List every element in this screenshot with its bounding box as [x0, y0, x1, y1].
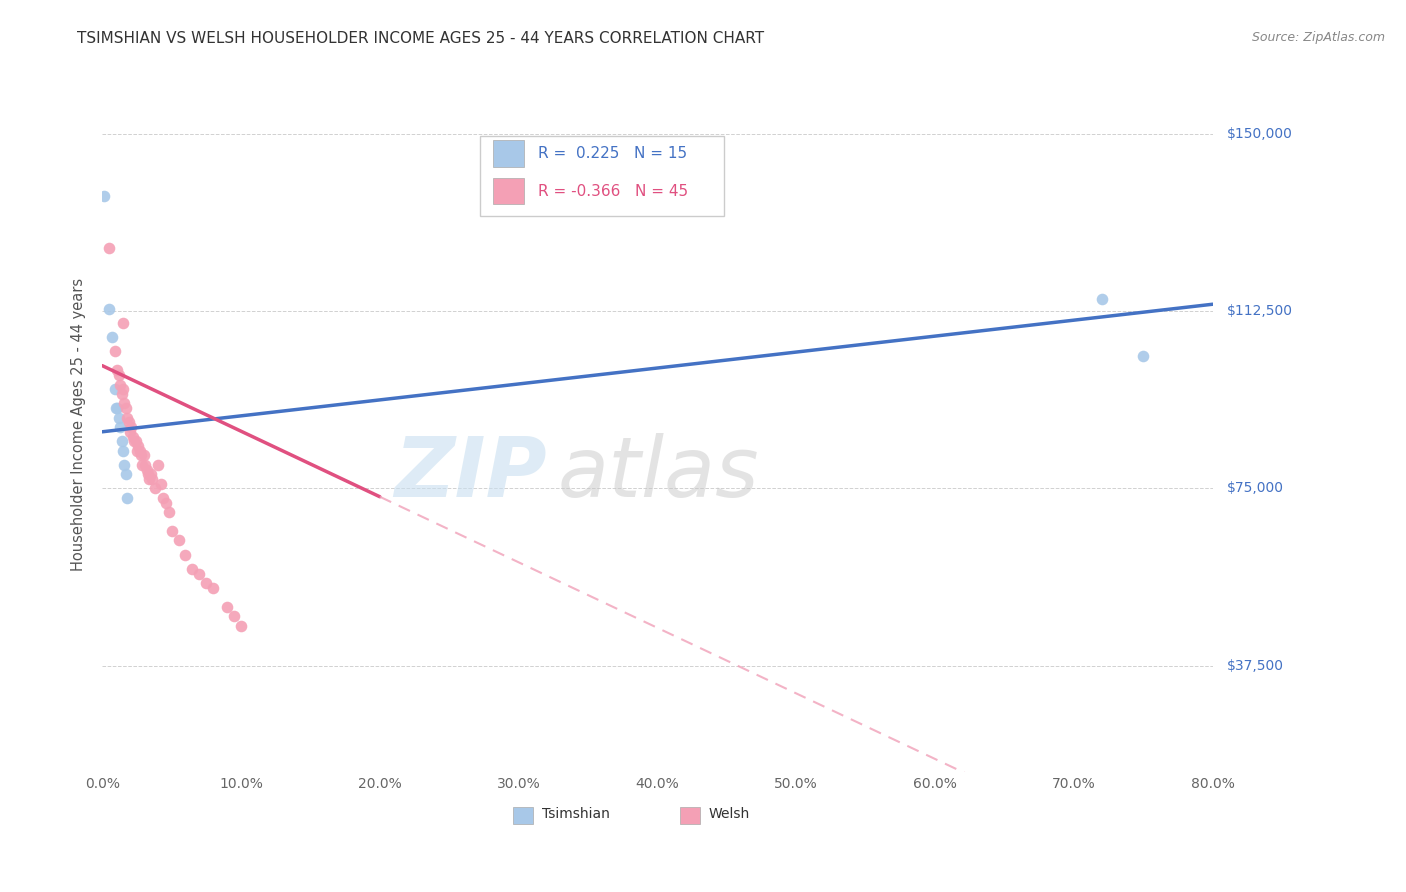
Point [1091, 293, 1114, 307]
Point [146, 458, 169, 472]
Point [139, 467, 162, 482]
Point [143, 482, 166, 496]
Point [112, 316, 135, 330]
Text: Welsh: Welsh [709, 806, 749, 821]
Point [121, 429, 143, 443]
Point [104, 382, 127, 396]
Point [125, 443, 148, 458]
FancyBboxPatch shape [679, 806, 700, 824]
Text: $112,500: $112,500 [1226, 304, 1292, 318]
Point [93, 188, 115, 202]
Point [134, 458, 156, 472]
Point [105, 401, 128, 416]
Point [149, 476, 172, 491]
Point [141, 472, 163, 486]
Point [124, 434, 146, 449]
FancyBboxPatch shape [494, 140, 524, 167]
Point [114, 401, 136, 416]
Text: Source: ZipAtlas.com: Source: ZipAtlas.com [1251, 31, 1385, 45]
Point [108, 368, 131, 383]
Point [107, 401, 129, 416]
Point [167, 533, 190, 548]
Point [112, 396, 135, 410]
Point [132, 449, 155, 463]
Point [135, 462, 157, 476]
FancyBboxPatch shape [513, 806, 533, 824]
Point [110, 420, 132, 434]
Point [202, 581, 225, 595]
Point [131, 458, 153, 472]
Point [229, 618, 252, 632]
Point [111, 387, 134, 401]
Point [155, 496, 177, 510]
Point [174, 548, 197, 562]
Point [152, 491, 174, 505]
Point [101, 330, 124, 344]
Point [117, 415, 139, 429]
Point [127, 439, 149, 453]
Y-axis label: Householder Income Ages 25 - 44 years: Householder Income Ages 25 - 44 years [72, 278, 86, 571]
Point [195, 576, 218, 591]
Text: atlas: atlas [558, 433, 759, 514]
FancyBboxPatch shape [494, 178, 524, 204]
Point [136, 467, 159, 482]
Point [188, 566, 211, 581]
Point [115, 410, 138, 425]
Point [107, 363, 129, 377]
Point [112, 443, 135, 458]
Point [104, 344, 127, 359]
Text: $75,000: $75,000 [1226, 482, 1284, 495]
Point [110, 377, 132, 392]
Point [160, 524, 183, 538]
Point [120, 420, 142, 434]
Point [217, 599, 239, 614]
Point [118, 425, 141, 439]
Point [111, 434, 134, 449]
Point [129, 449, 152, 463]
Text: $37,500: $37,500 [1226, 658, 1284, 673]
Point [108, 410, 131, 425]
Text: Tsimshian: Tsimshian [541, 806, 610, 821]
Text: ZIP: ZIP [394, 433, 547, 514]
Text: R =  0.225   N = 15: R = 0.225 N = 15 [537, 146, 686, 161]
Text: R = -0.366   N = 45: R = -0.366 N = 45 [537, 184, 688, 199]
Point [1132, 349, 1154, 363]
Text: TSIMSHIAN VS WELSH HOUSEHOLDER INCOME AGES 25 - 44 YEARS CORRELATION CHART: TSIMSHIAN VS WELSH HOUSEHOLDER INCOME AG… [77, 31, 765, 46]
Point [181, 562, 204, 576]
Point [114, 467, 136, 482]
Point [222, 609, 245, 624]
Point [138, 472, 160, 486]
Point [128, 443, 150, 458]
Point [157, 505, 180, 519]
Point [98, 301, 121, 316]
Text: $150,000: $150,000 [1226, 128, 1292, 141]
Point [112, 382, 135, 396]
Point [112, 458, 135, 472]
Point [98, 240, 121, 254]
Point [122, 434, 145, 449]
FancyBboxPatch shape [479, 136, 724, 217]
Point [115, 491, 138, 505]
